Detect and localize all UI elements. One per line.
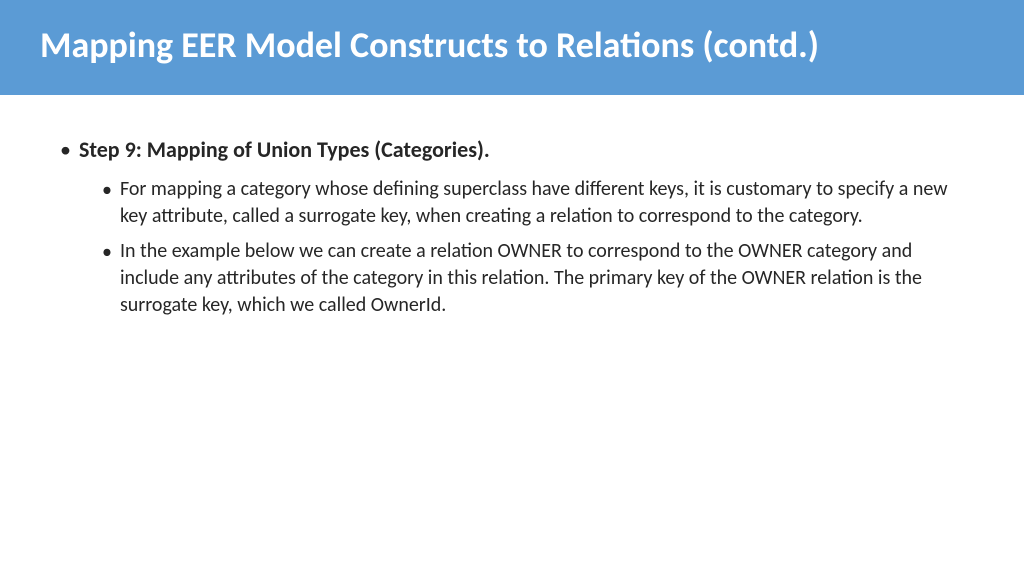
- sub-bullet: •: [102, 238, 112, 266]
- list-item: • For mapping a category whose defining …: [102, 176, 964, 230]
- sub-list: • For mapping a category whose defining …: [60, 176, 964, 319]
- sub-text: For mapping a category whose defining su…: [120, 176, 964, 230]
- step-title: Step 9: Mapping of Union Types (Categori…: [79, 135, 490, 166]
- slide-header: Mapping EER Model Constructs to Relation…: [0, 0, 1024, 95]
- sub-bullet: •: [102, 176, 112, 204]
- slide-content: • Step 9: Mapping of Union Types (Catego…: [0, 95, 1024, 347]
- step-row: • Step 9: Mapping of Union Types (Catego…: [60, 135, 964, 166]
- step-bullet: •: [60, 135, 71, 166]
- slide-title: Mapping EER Model Constructs to Relation…: [40, 24, 984, 67]
- sub-text: In the example below we can create a rel…: [120, 238, 964, 319]
- list-item: • In the example below we can create a r…: [102, 238, 964, 319]
